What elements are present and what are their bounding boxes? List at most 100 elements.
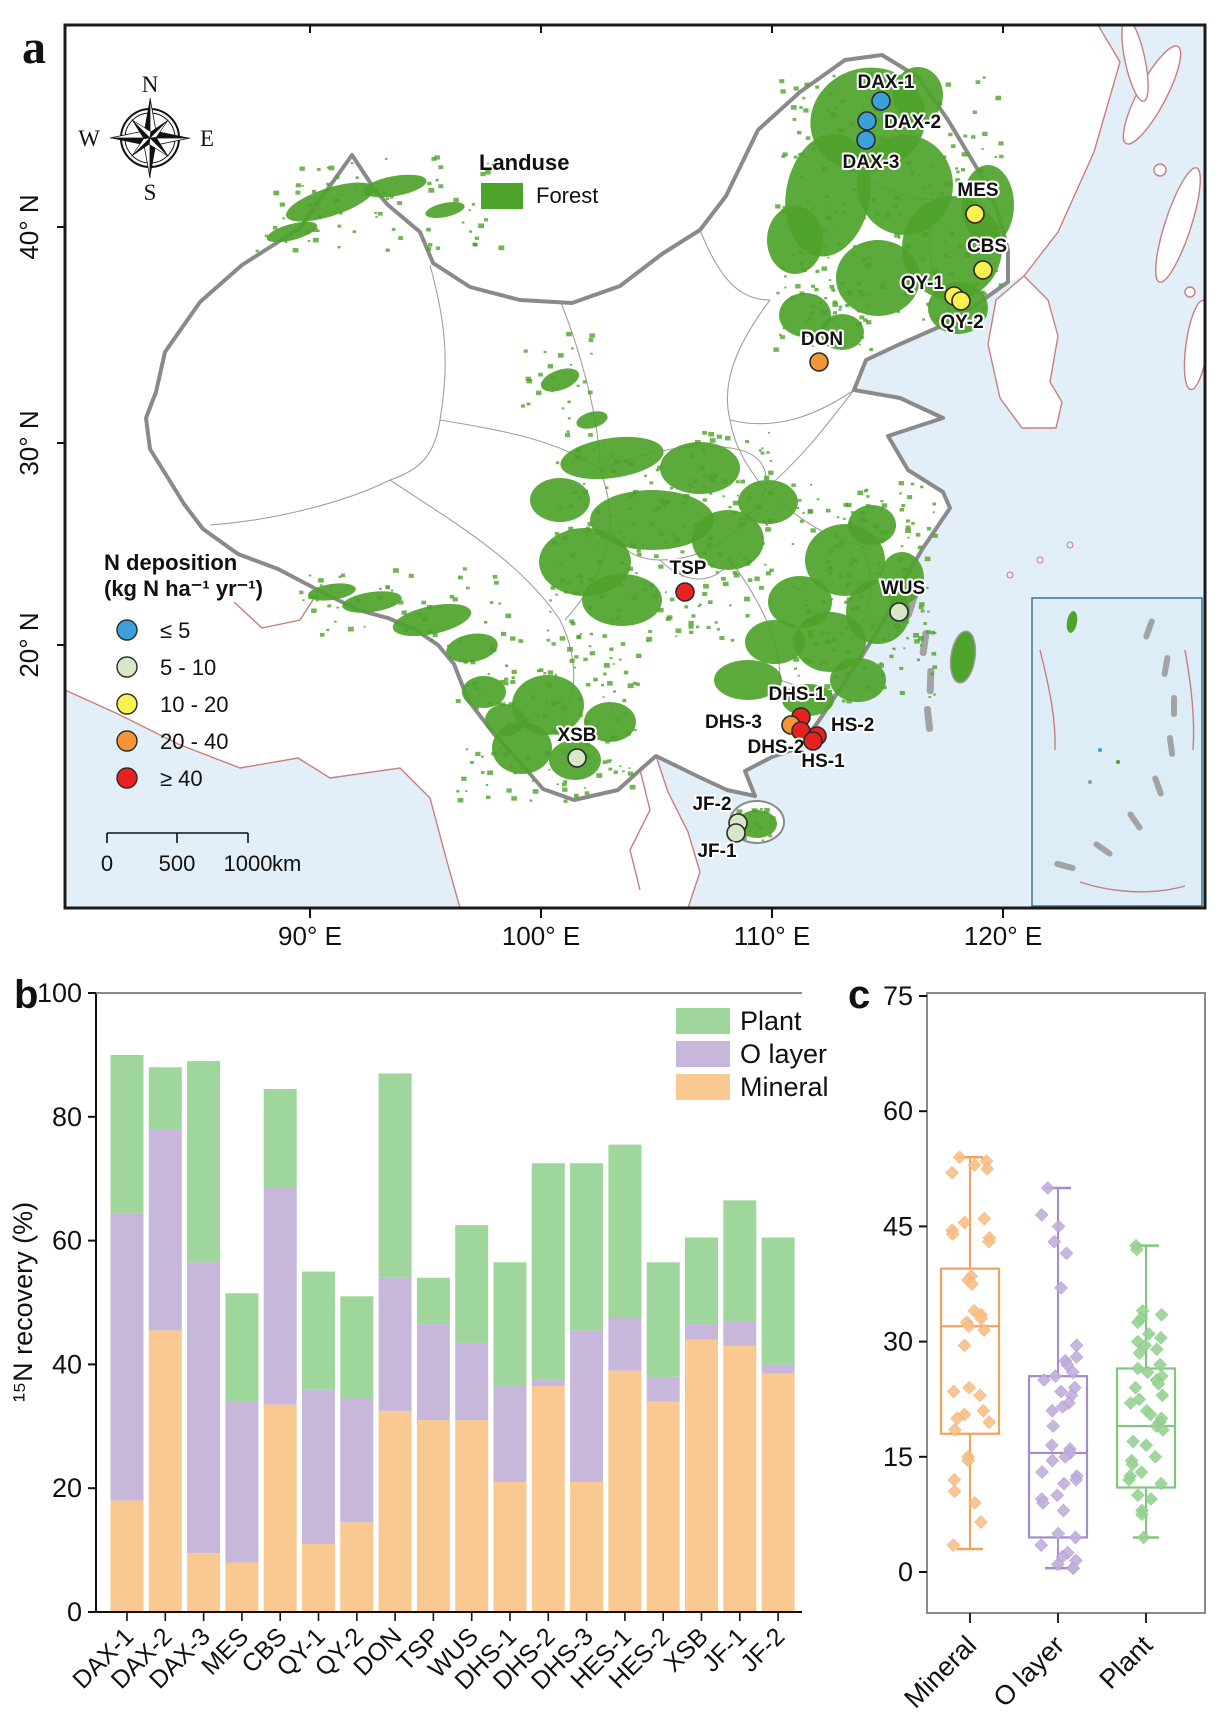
- bar-segment-mineral: [646, 1401, 680, 1612]
- bar-segment-mineral: [110, 1500, 144, 1612]
- site-label: DAX-2: [884, 112, 941, 133]
- box-data-point: [1134, 1465, 1149, 1480]
- bar-dhs-1: [493, 1262, 527, 1612]
- border-nepal: [233, 591, 319, 629]
- box-data-point: [1155, 1388, 1170, 1403]
- box-data-point: [1156, 1423, 1170, 1437]
- bar-segment-mineral: [531, 1386, 565, 1612]
- box-data-point: [967, 1158, 982, 1172]
- forest-landuse-layer: [255, 67, 1014, 842]
- site-marker-icon: [809, 352, 829, 372]
- box-data-point: [976, 1403, 991, 1418]
- compass-n: N: [142, 72, 159, 97]
- bar-segment-o-layer: [225, 1401, 259, 1563]
- bar-don: [378, 1073, 412, 1612]
- bar-hes-1: [608, 1144, 642, 1612]
- bar-cbs: [263, 1088, 297, 1612]
- bar-ytick-label: 80: [52, 1102, 82, 1132]
- scale-bar-tick-label: 0: [101, 851, 113, 876]
- landuse-legend-title: Landuse: [479, 150, 569, 175]
- box-data-point: [947, 1484, 962, 1499]
- bar-segment-plant: [187, 1061, 221, 1263]
- box-data-point: [1056, 1503, 1071, 1518]
- box-data-point: [965, 1277, 979, 1291]
- box-data-point: [1057, 1476, 1071, 1491]
- site-label: DHS-3: [705, 712, 762, 733]
- box-data-point: [977, 1211, 992, 1226]
- bar-segment-plant: [646, 1262, 680, 1377]
- legend-swatch: [676, 1041, 730, 1067]
- map-xtick-label: 100° E: [502, 921, 580, 951]
- box-data-point: [1122, 1472, 1136, 1487]
- ndep-legend-item: ≥ 40: [116, 766, 203, 791]
- site-label: HS-2: [831, 715, 874, 736]
- recovery-bar-chart: b ¹⁵N recovery (%) DAX-1DAX-2DAX-3MESCBS…: [8, 973, 829, 1695]
- bar-segment-o-layer: [110, 1212, 144, 1501]
- box-data-point: [1068, 1530, 1083, 1545]
- site-marker-icon: [965, 204, 985, 224]
- box-data-point: [1123, 1396, 1138, 1410]
- bar-hes-2: [646, 1262, 680, 1612]
- box-data-point: [957, 1338, 972, 1353]
- site-label: QY-2: [940, 312, 983, 333]
- bar-dax-3: [187, 1061, 221, 1612]
- map-site-mes: MES: [955, 178, 1001, 224]
- site-label: DHS-1: [768, 684, 825, 705]
- map-site-dax-3: DAX-3: [840, 130, 902, 175]
- box-data-point: [1135, 1507, 1149, 1522]
- bar-dhs-2: [531, 1163, 565, 1612]
- bar-jf-1: [723, 1200, 757, 1612]
- box-data-point: [1154, 1330, 1168, 1345]
- site-marker-icon: [675, 582, 695, 602]
- ndep-legend-title: N deposition: [104, 550, 237, 575]
- bar-segment-plant: [110, 1054, 144, 1213]
- box-data-point: [946, 1384, 961, 1399]
- map-ytick-label: 20° N: [14, 612, 44, 677]
- box-data-point: [1037, 1373, 1051, 1387]
- bar-segment-mineral: [455, 1420, 489, 1612]
- bar-segment-plant: [378, 1073, 412, 1278]
- map-site-wus: WUS: [879, 576, 927, 622]
- bar-segment-o-layer: [416, 1324, 450, 1421]
- map-site-dhs-3: DHS-3: [703, 710, 801, 735]
- taiwan-island: [949, 630, 977, 684]
- map-site-qy-2: QY-2: [938, 291, 986, 335]
- sites-layer: DAX-1 DAX-2 DAX-3 MES CBS QY-1 QY-2 DON TSP WUS DH…: [555, 70, 1009, 864]
- ndep-class-label: ≥ 40: [160, 766, 203, 791]
- compass-icon: N S W E: [78, 72, 214, 205]
- box-data-point: [1069, 1338, 1084, 1353]
- japan-islands: [1121, 25, 1205, 391]
- box-data-point: [1126, 1434, 1140, 1449]
- panel-c-label: c: [848, 973, 870, 1017]
- legend-label: Mineral: [740, 1072, 829, 1102]
- scale-bar-unit: km: [272, 851, 301, 876]
- box-data-point: [945, 1165, 959, 1180]
- box-data-point: [1151, 1376, 1166, 1391]
- bar-segment-o-layer: [455, 1342, 489, 1421]
- bar-segment-plant: [302, 1271, 335, 1390]
- coastline-russia-east: [1023, 25, 1121, 277]
- map-axis: 90° E 100° E 110° E 120° E 40° N 30° N 20° N: [14, 25, 1042, 951]
- bar-xtick-label: JF-2: [735, 1622, 790, 1677]
- ndep-class-icon: [116, 619, 138, 641]
- legend-label: O layer: [740, 1039, 827, 1069]
- site-label: CBS: [967, 236, 1007, 257]
- ndep-class-icon: [116, 693, 138, 715]
- bar-segment-mineral: [263, 1404, 297, 1612]
- ndep-legend-item: 5 - 10: [116, 655, 216, 680]
- box-data-point: [1066, 1561, 1080, 1576]
- bar-segment-o-layer: [148, 1129, 182, 1331]
- box-data-point: [1132, 1346, 1147, 1360]
- site-marker-icon: [973, 260, 993, 280]
- box-ytick-label: 60: [883, 1096, 913, 1126]
- ndep-class-label: 5 - 10: [160, 655, 216, 680]
- site-label: JF-1: [697, 841, 737, 862]
- box-data-point: [982, 1234, 996, 1249]
- site-label: DON: [801, 329, 843, 350]
- ndep-class-icon: [116, 767, 138, 789]
- coastline-south-asia: [65, 689, 461, 908]
- ndep-class-label: ≤ 5: [160, 618, 190, 643]
- box-data-point: [946, 1538, 961, 1552]
